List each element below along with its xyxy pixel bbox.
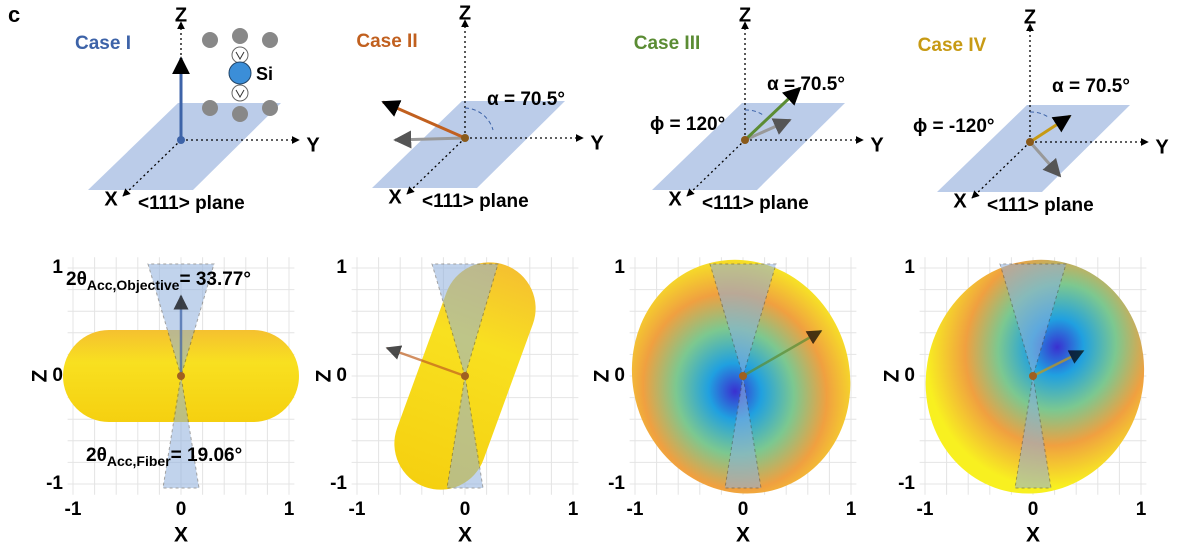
z-label: Z [459,2,471,24]
plane-label: <111> plane [702,193,809,214]
origin [461,372,469,380]
subscript: Acc,Objective [87,277,180,293]
y-tick-label: -1 [608,473,625,494]
origin [177,372,185,380]
symbol: 2θ [86,445,107,466]
alpha-label: α = 70.5° [767,74,845,95]
plane [88,103,281,190]
y-tick-label: -1 [46,473,63,494]
atom-label: Si [256,64,273,84]
x-label: X [388,186,402,208]
y-tick-label: 1 [336,257,347,278]
phi-label: ϕ = -120° [913,116,995,137]
alpha-label: α = 70.5° [1052,76,1130,97]
subscript: Acc,Fiber [107,453,171,469]
plot-x-label: X [174,524,188,547]
atom [232,106,248,122]
x-tick-label: -1 [917,499,934,520]
plane-label: <111> plane [987,195,1094,216]
plane-label: <111> plane [422,191,529,212]
x-tick-label: -1 [349,499,366,520]
origin [741,136,749,144]
plot-x-label: X [458,524,472,547]
value: = 19.06° [171,445,243,466]
projection [395,138,465,140]
panel-label: c [8,2,20,27]
x-tick-label: 0 [460,499,471,520]
x-tick-label: 0 [1028,499,1039,520]
y-tick-label: -1 [330,473,347,494]
vacancy [232,85,248,101]
plane [372,101,565,188]
y-tick-label: 0 [904,365,915,386]
x-tick-label: -1 [627,499,644,520]
case-title: Case II [356,31,417,52]
y-label: Y [306,134,320,156]
atom [202,100,218,116]
phi-label: ϕ = 120° [650,114,725,135]
plot-y-label: Z [29,369,52,382]
si-atom [229,62,251,84]
y-label: Y [870,134,884,156]
plot-x-label: X [1026,524,1040,547]
y-tick-label: 0 [336,365,347,386]
x-tick-label: -1 [65,499,82,520]
y-tick-label: 1 [904,257,915,278]
case-title: Case IV [918,35,987,56]
x-label: X [953,190,967,212]
origin [1029,372,1037,380]
x-tick-label: 1 [1136,499,1147,520]
x-label: X [104,188,118,210]
vacancy [232,47,248,63]
plot-y-label: Z [881,369,904,382]
alpha-label: α = 70.5° [487,89,565,110]
z-label: Z [739,4,751,26]
origin [177,136,185,144]
acceptance-label: 2θAcc,Fiber= 19.06° [86,445,242,469]
x-tick-label: 0 [738,499,749,520]
case-title: Case III [634,33,701,54]
atom [232,28,248,44]
x-tick-label: 1 [568,499,579,520]
atom [262,32,278,48]
y-tick-label: 0 [614,365,625,386]
z-label: Z [175,4,187,26]
value: = 33.77° [179,269,251,290]
x-tick-label: 1 [846,499,857,520]
y-label: Y [590,132,604,154]
plot-y-label: Z [591,369,614,382]
y-tick-label: 1 [52,257,63,278]
x-tick-label: 1 [284,499,295,520]
plot-y-label: Z [313,369,336,382]
y-tick-label: -1 [898,473,915,494]
x-label: X [668,188,682,210]
figure: c ZYX<111> planeCase ISi-10110-1XZ2θAcc,… [0,0,1187,552]
z-label: Z [1024,6,1036,28]
atom [262,100,278,116]
symbol: 2θ [66,269,87,290]
case-title: Case I [75,33,131,54]
origin [1026,138,1034,146]
origin [739,372,747,380]
y-label: Y [1155,136,1169,158]
atom [202,32,218,48]
y-tick-label: 1 [614,257,625,278]
x-tick-label: 0 [176,499,187,520]
plot-x-label: X [736,524,750,547]
plane-label: <111> plane [138,193,245,214]
origin [461,134,469,142]
y-tick-label: 0 [52,365,63,386]
